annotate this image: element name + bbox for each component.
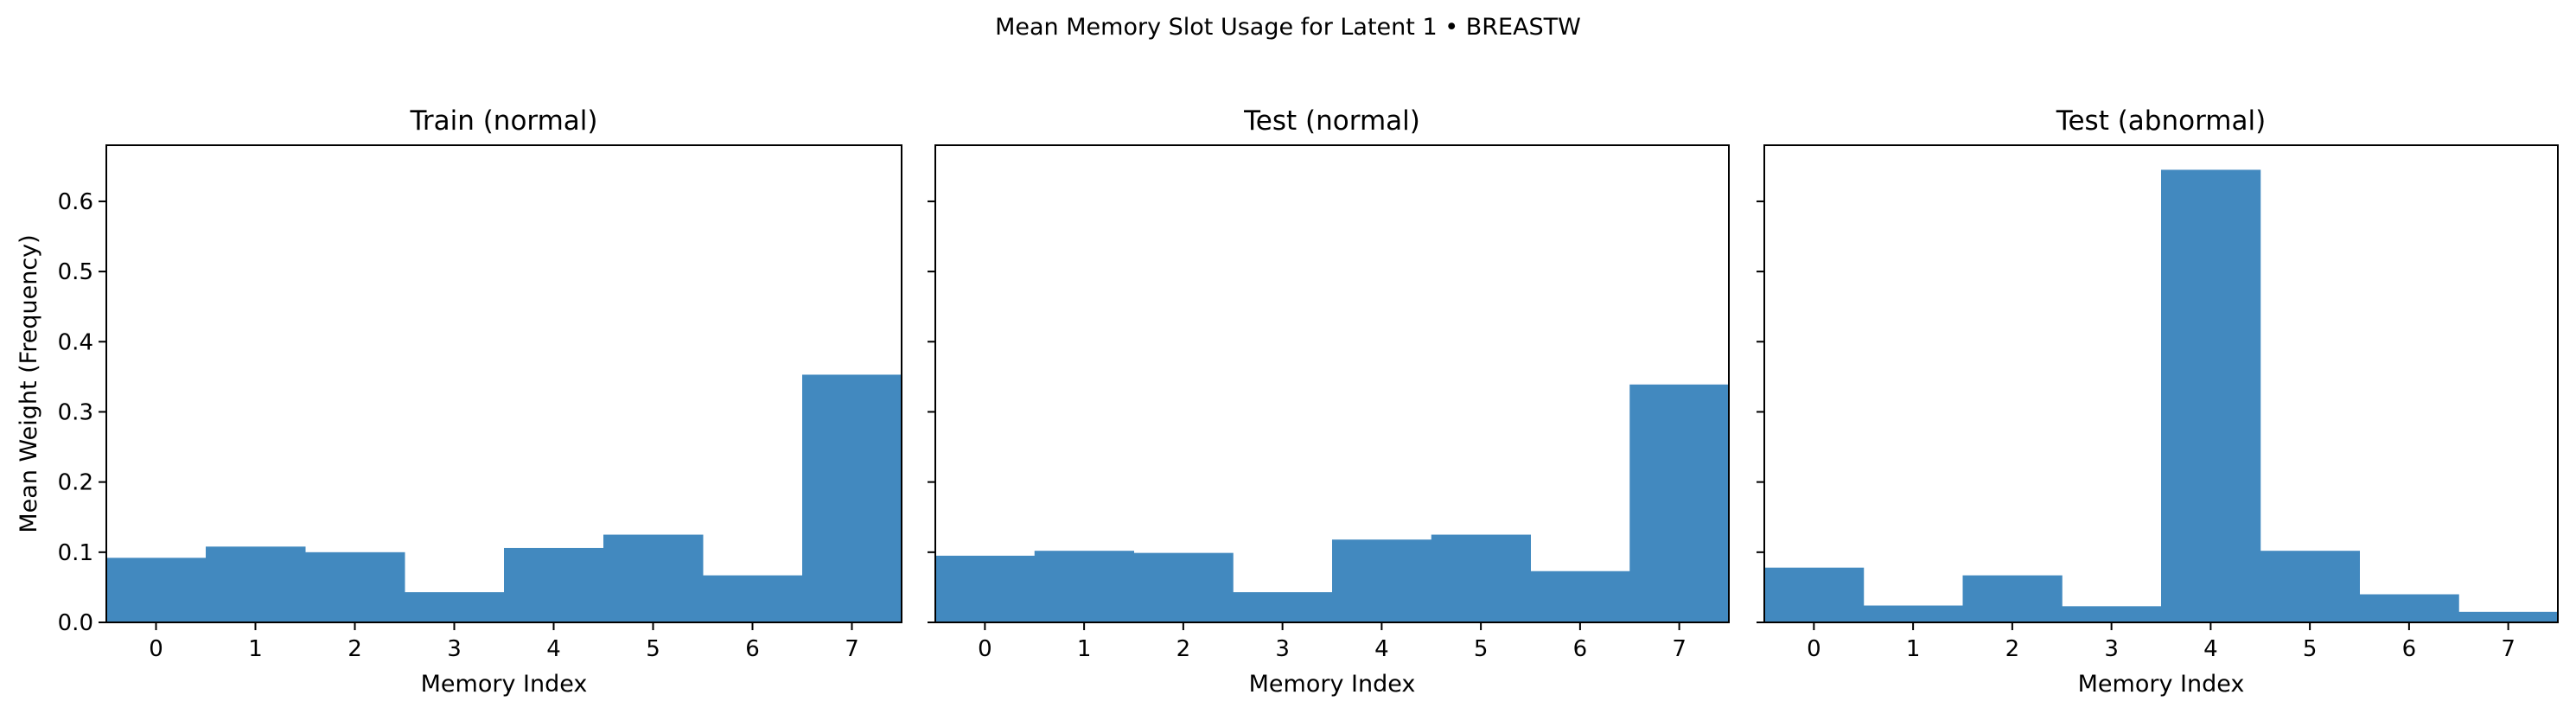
- x-tick-label: 7: [845, 636, 859, 662]
- x-tick-label: 1: [1906, 636, 1921, 662]
- y-tick-label: 0.3: [58, 399, 93, 425]
- x-axis-label: Memory Index: [2078, 671, 2245, 698]
- bar-group: [106, 374, 902, 622]
- x-tick-label: 3: [1275, 636, 1290, 662]
- bar-0: [935, 555, 1036, 622]
- x-tick-label: 3: [447, 636, 462, 662]
- x-tick-label: 1: [248, 636, 263, 662]
- bar-5: [603, 534, 704, 622]
- x-tick-label: 2: [2005, 636, 2020, 662]
- x-tick-label: 7: [2501, 636, 2515, 662]
- bar-group: [935, 384, 1730, 622]
- x-axis-label: Memory Index: [1249, 671, 1416, 698]
- bar-6: [703, 575, 803, 622]
- x-axis-label: Memory Index: [421, 671, 588, 698]
- x-tick-label: 0: [978, 636, 992, 662]
- y-axis: [1757, 200, 1764, 623]
- panel-title: Train (normal): [409, 105, 597, 137]
- x-tick-label: 4: [2203, 636, 2218, 662]
- x-tick-label: 6: [2402, 636, 2417, 662]
- bar-7: [2458, 611, 2559, 622]
- bar-group: [1764, 169, 2559, 623]
- y-axis: 0.0 0.1 0.2 0.3 0.4 0.5 0.6: [58, 189, 106, 636]
- bar-7: [802, 374, 902, 622]
- bar-0: [106, 558, 207, 622]
- bar-1: [1034, 551, 1134, 622]
- panel-test-normal: Test (normal) 0 1 2 3 4 5 6 7 Memory Index: [928, 105, 1730, 698]
- x-tick-label: 7: [1672, 636, 1687, 662]
- bar-5: [2260, 551, 2360, 622]
- x-tick-label: 1: [1077, 636, 1092, 662]
- x-tick-label: 5: [2303, 636, 2318, 662]
- panel-title: Test (normal): [1243, 105, 1420, 137]
- panel-title: Test (abnormal): [2056, 105, 2266, 137]
- bar-3: [405, 592, 505, 622]
- y-tick-label: 0.0: [58, 610, 93, 636]
- x-tick-label: 4: [1374, 636, 1389, 662]
- bar-5: [1431, 534, 1531, 622]
- x-tick-label: 6: [1573, 636, 1588, 662]
- x-tick-label: 2: [348, 636, 362, 662]
- panel-train-normal: Train (normal) 0.0 0.1 0.2 0.3 0.4 0.5 0.6 0 1 2…: [16, 105, 902, 698]
- bar-6: [1530, 571, 1630, 622]
- bar-6: [2359, 594, 2459, 622]
- plot-frame: [1763, 144, 2559, 623]
- bar-0: [1764, 567, 1865, 622]
- x-tick-label: 6: [745, 636, 760, 662]
- bar-4: [2161, 169, 2261, 623]
- y-tick-label: 0.5: [58, 259, 93, 285]
- bar-4: [504, 547, 604, 622]
- y-tick-label: 0.2: [58, 470, 93, 496]
- x-axis: 0 1 2 3 4 5 6 7: [978, 622, 1687, 662]
- y-axis-label: Mean Weight (Frequency): [16, 234, 42, 532]
- panel-test-abnormal: Test (abnormal) 0 1 2 3 4 5 6 7 Memory Index: [1757, 105, 2559, 698]
- x-axis: 0 1 2 3 4 5 6 7: [149, 622, 859, 662]
- x-tick-label: 5: [646, 636, 660, 662]
- bar-1: [1863, 605, 1963, 622]
- y-tick-label: 0.4: [58, 329, 93, 355]
- x-tick-label: 0: [149, 636, 163, 662]
- x-tick-label: 2: [1176, 636, 1191, 662]
- x-tick-label: 4: [546, 636, 561, 662]
- plot-frame: [934, 144, 1730, 623]
- bar-3: [2062, 606, 2162, 622]
- bar-7: [1629, 384, 1730, 622]
- bar-3: [1233, 592, 1333, 622]
- bar-4: [1332, 539, 1432, 622]
- y-axis: [928, 200, 935, 623]
- figure-suptitle: Mean Memory Slot Usage for Latent 1 • BR…: [995, 14, 1581, 41]
- x-axis: 0 1 2 3 4 5 6 7: [1807, 622, 2515, 662]
- bar-1: [206, 546, 306, 622]
- bar-2: [305, 551, 405, 622]
- bar-2: [1962, 575, 2063, 622]
- x-tick-label: 0: [1807, 636, 1821, 662]
- y-tick-label: 0.6: [58, 189, 93, 215]
- x-tick-label: 5: [1474, 636, 1489, 662]
- plot-frame: [105, 144, 902, 623]
- x-tick-label: 3: [2104, 636, 2119, 662]
- bar-2: [1133, 552, 1234, 622]
- y-tick-label: 0.1: [58, 540, 93, 566]
